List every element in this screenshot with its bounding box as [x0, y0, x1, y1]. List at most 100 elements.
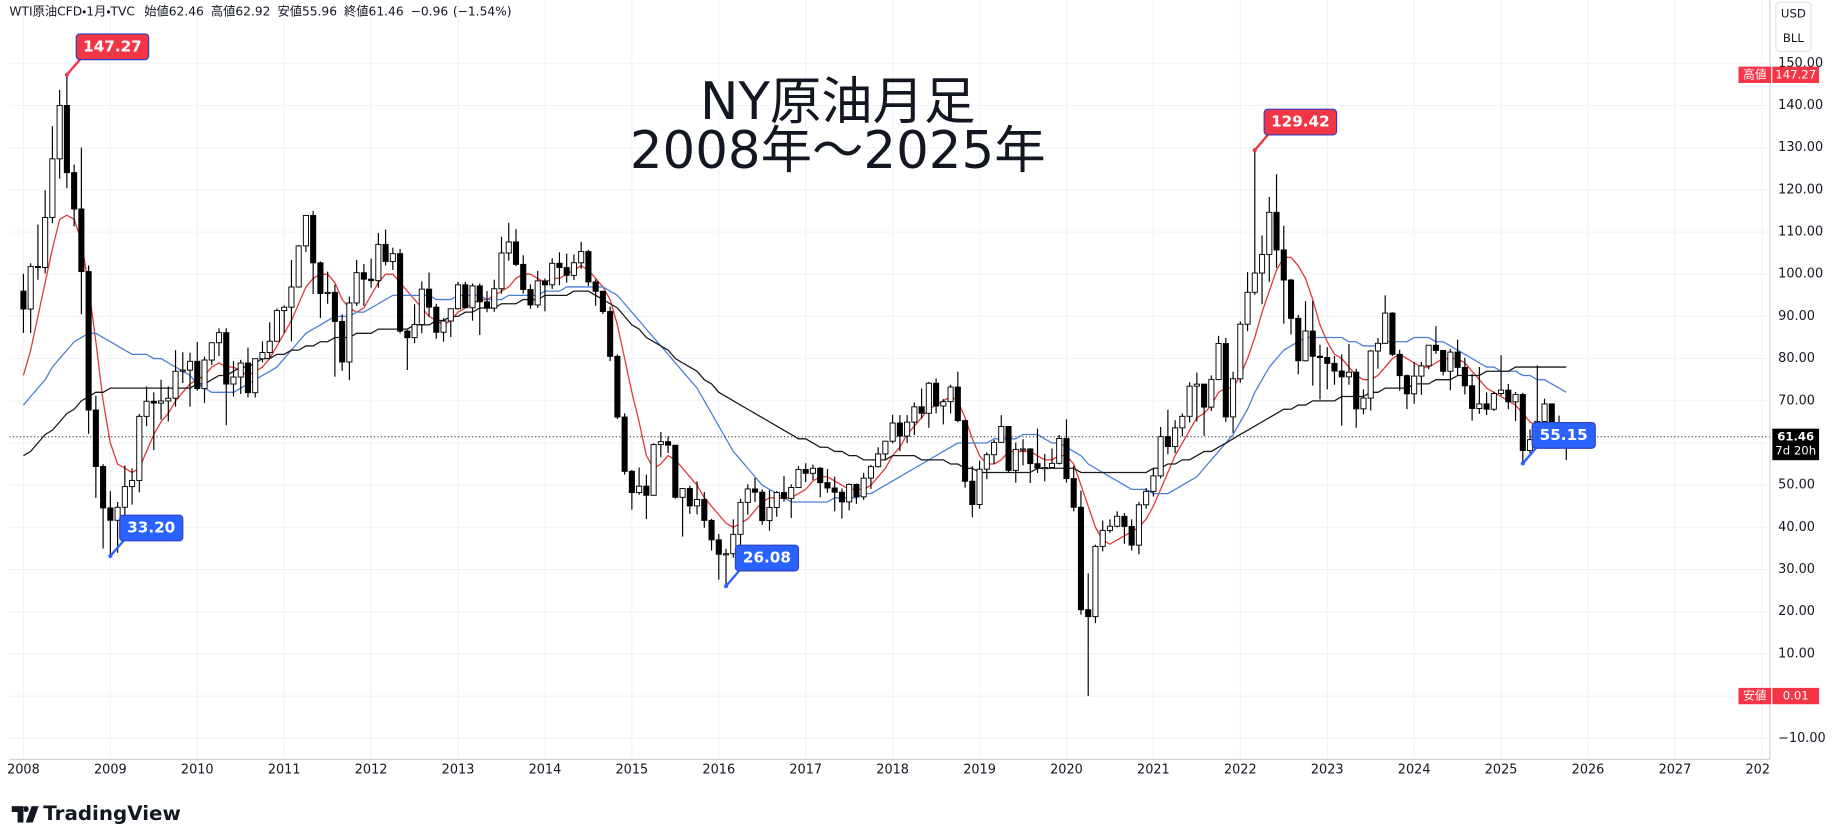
- candle-body: [302, 214, 309, 247]
- x-tick-label: 2009: [94, 762, 127, 777]
- candle-body: [817, 467, 824, 484]
- candle-body: [201, 359, 208, 390]
- candle-body: [1244, 291, 1251, 325]
- candle-body: [158, 400, 165, 404]
- candle-body: [614, 355, 621, 418]
- x-tick-label: 2014: [529, 762, 562, 777]
- scale-tag-value: 0.01: [1783, 689, 1809, 703]
- candle-body: [534, 280, 541, 306]
- candle-body: [165, 397, 172, 402]
- candle-body: [541, 280, 548, 286]
- currency[interactable]: USD: [1781, 7, 1806, 21]
- candle-body: [527, 289, 534, 306]
- candle-body: [831, 487, 838, 493]
- candle-body: [353, 272, 360, 304]
- candle-body: [310, 214, 317, 264]
- candle-body: [1338, 370, 1345, 378]
- candle-body: [85, 271, 92, 411]
- candle-body: [1345, 371, 1353, 378]
- candle-body: [1143, 490, 1150, 506]
- candle-body: [1027, 448, 1034, 465]
- candle-body: [1512, 394, 1519, 403]
- candle-body: [1389, 312, 1396, 355]
- candle-body: [71, 172, 78, 210]
- candle-body: [63, 105, 70, 174]
- callout-box: [75, 33, 150, 61]
- scale-tag-value-box: [1772, 687, 1820, 705]
- candle-body: [346, 302, 353, 363]
- unit-box[interactable]: [1775, 1, 1812, 52]
- candle-body: [1208, 379, 1215, 408]
- x-tick-label: 2028: [1745, 762, 1778, 777]
- x-tick-label: 2027: [1659, 762, 1692, 777]
- high-label: 高値: [211, 3, 236, 18]
- candle-body: [933, 382, 940, 407]
- candle-body: [751, 488, 759, 493]
- candle-body: [947, 386, 954, 403]
- candle-body: [1063, 438, 1070, 480]
- candle-body: [1164, 436, 1171, 447]
- candle-body: [1403, 375, 1410, 395]
- candle-body: [918, 406, 925, 414]
- candle-body: [1172, 427, 1179, 447]
- candle-body: [454, 284, 462, 310]
- x-tick-label: 2016: [702, 762, 735, 777]
- y-tick-label: 70.00: [1778, 393, 1815, 408]
- candle-body: [954, 386, 961, 422]
- x-tick-label: 2012: [355, 762, 388, 777]
- candle-body: [397, 253, 404, 332]
- candle-body: [1411, 375, 1418, 395]
- candle-body: [404, 330, 411, 339]
- low-label: 安値: [277, 3, 302, 18]
- candle-body: [34, 265, 41, 269]
- scale-tag-value: 147.27: [1775, 67, 1816, 81]
- candle-body: [150, 400, 157, 404]
- candle-body: [1425, 344, 1432, 367]
- chart-subtitle: 2008年〜2025年: [630, 121, 1046, 181]
- candle-body: [483, 301, 491, 309]
- change: −0.96: [411, 4, 449, 18]
- candle-body: [701, 499, 708, 521]
- candle-body: [92, 409, 99, 467]
- candle-body: [469, 285, 476, 309]
- candle-body: [1201, 383, 1208, 408]
- candle-body: [368, 278, 375, 282]
- candle-body: [360, 272, 367, 280]
- candle-body: [1157, 436, 1164, 477]
- y-tick-label: 140.00: [1778, 98, 1823, 113]
- y-tick-label: 130.00: [1778, 140, 1823, 155]
- callout-box: [119, 514, 184, 542]
- candle-body: [636, 485, 643, 494]
- candle-body: [1251, 272, 1258, 293]
- candle-body: [1128, 525, 1135, 546]
- candle-body: [411, 324, 418, 339]
- candle-body: [1085, 609, 1092, 618]
- candle-body: [56, 105, 63, 160]
- x-axis: 2008 2009 2010 2011 2012 2013 2014 2015 2016 2017…: [7, 762, 1778, 777]
- candle-body: [223, 332, 230, 385]
- candle-body: [795, 469, 802, 488]
- scale-tag-label-box: [1738, 66, 1772, 83]
- candle-body: [186, 360, 194, 371]
- candle-body: [788, 487, 795, 499]
- candle-body: [911, 406, 918, 423]
- candle-body: [744, 488, 751, 503]
- y-tick-label: 20.00: [1778, 604, 1815, 619]
- candle-body: [208, 342, 215, 361]
- candle-body: [1041, 467, 1048, 470]
- candle-body: [773, 492, 780, 508]
- close-label: 終値: [344, 3, 368, 18]
- candle-body: [1179, 415, 1186, 429]
- last-price-value: 61.46: [1777, 429, 1814, 443]
- moving-average-line: [22, 214, 1567, 545]
- candle-body: [585, 251, 592, 283]
- unit[interactable]: BLL: [1783, 31, 1805, 45]
- candle-body: [1461, 366, 1468, 387]
- candle-body: [1490, 393, 1497, 410]
- candle-body: [107, 507, 114, 521]
- candle-body: [802, 469, 809, 474]
- change-percent: (−1.54%): [453, 4, 512, 18]
